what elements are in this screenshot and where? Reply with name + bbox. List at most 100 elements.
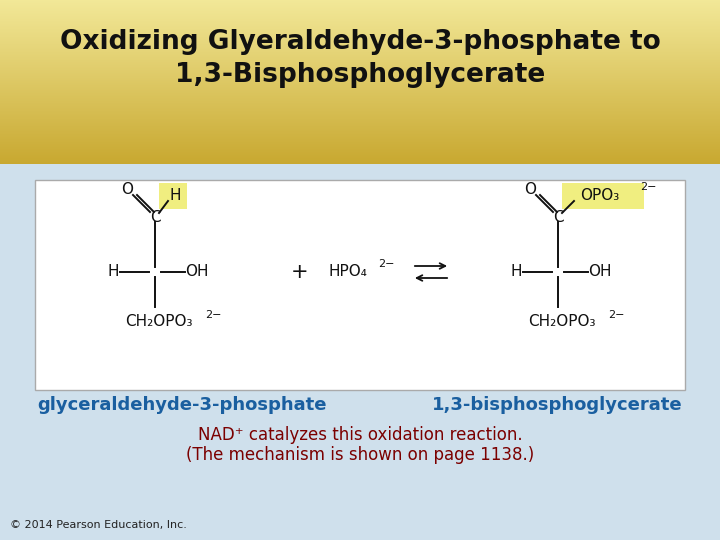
Bar bbox=[0, 103, 720, 104]
Bar bbox=[159, 183, 187, 209]
Bar bbox=[0, 82, 720, 83]
Bar bbox=[0, 130, 720, 131]
Bar bbox=[0, 55, 720, 56]
Bar bbox=[0, 28, 720, 29]
Bar bbox=[0, 89, 720, 90]
Bar bbox=[0, 2, 720, 3]
Bar bbox=[0, 150, 720, 151]
Bar bbox=[0, 90, 720, 91]
Bar bbox=[0, 13, 720, 14]
Bar bbox=[0, 152, 720, 153]
Text: 1,3-Bisphosphoglycerate: 1,3-Bisphosphoglycerate bbox=[175, 62, 545, 88]
Bar bbox=[0, 8, 720, 9]
Bar bbox=[0, 139, 720, 140]
Text: C: C bbox=[553, 210, 563, 225]
Bar bbox=[0, 48, 720, 49]
Bar bbox=[0, 132, 720, 133]
Bar bbox=[0, 49, 720, 50]
Bar bbox=[0, 44, 720, 45]
Bar bbox=[0, 140, 720, 141]
Text: O: O bbox=[524, 181, 536, 197]
Text: OH: OH bbox=[588, 265, 612, 280]
Text: CH₂OPO₃: CH₂OPO₃ bbox=[528, 314, 595, 329]
Bar bbox=[0, 36, 720, 37]
Text: Oxidizing Glyeraldehyde-3-phosphate to: Oxidizing Glyeraldehyde-3-phosphate to bbox=[60, 29, 660, 55]
Bar bbox=[0, 156, 720, 157]
Bar bbox=[0, 78, 720, 79]
Bar bbox=[0, 109, 720, 110]
Bar bbox=[0, 22, 720, 23]
Bar bbox=[0, 121, 720, 122]
Bar bbox=[0, 94, 720, 95]
Bar bbox=[0, 122, 720, 123]
Bar bbox=[0, 29, 720, 30]
Bar bbox=[0, 39, 720, 40]
Text: glyceraldehyde-3-phosphate: glyceraldehyde-3-phosphate bbox=[37, 396, 326, 414]
Bar bbox=[0, 9, 720, 10]
Bar bbox=[0, 58, 720, 59]
Bar bbox=[0, 136, 720, 137]
Bar bbox=[0, 60, 720, 61]
Bar bbox=[0, 84, 720, 85]
Text: 2−: 2− bbox=[608, 310, 624, 320]
Bar bbox=[0, 64, 720, 65]
Bar bbox=[0, 73, 720, 74]
Bar bbox=[0, 45, 720, 46]
Bar bbox=[0, 66, 720, 67]
Bar bbox=[0, 102, 720, 103]
Text: +: + bbox=[291, 262, 309, 282]
Bar bbox=[0, 16, 720, 17]
Bar bbox=[0, 92, 720, 93]
Text: 2−: 2− bbox=[205, 310, 222, 320]
Bar bbox=[0, 33, 720, 34]
Text: CH₂OPO₃: CH₂OPO₃ bbox=[125, 314, 193, 329]
Bar bbox=[0, 148, 720, 149]
Bar bbox=[0, 65, 720, 66]
Text: (The mechanism is shown on page 1138.): (The mechanism is shown on page 1138.) bbox=[186, 446, 534, 464]
Bar bbox=[0, 159, 720, 160]
Bar bbox=[0, 56, 720, 57]
Bar bbox=[0, 119, 720, 120]
Bar bbox=[0, 69, 720, 70]
Bar bbox=[0, 160, 720, 161]
Bar bbox=[0, 35, 720, 36]
Bar bbox=[0, 100, 720, 101]
Bar bbox=[0, 50, 720, 51]
Bar bbox=[0, 155, 720, 156]
Bar bbox=[0, 96, 720, 97]
Bar bbox=[0, 117, 720, 118]
Text: 1,3-bisphosphoglycerate: 1,3-bisphosphoglycerate bbox=[433, 396, 683, 414]
Bar bbox=[0, 142, 720, 143]
Bar bbox=[0, 131, 720, 132]
Bar bbox=[0, 42, 720, 43]
Bar bbox=[0, 18, 720, 19]
Bar bbox=[0, 52, 720, 53]
Bar bbox=[0, 111, 720, 112]
Bar bbox=[0, 125, 720, 126]
Bar bbox=[0, 161, 720, 162]
Bar bbox=[0, 126, 720, 127]
Bar bbox=[0, 147, 720, 148]
Bar bbox=[0, 53, 720, 54]
Bar bbox=[0, 32, 720, 33]
Bar bbox=[0, 76, 720, 77]
Bar bbox=[0, 98, 720, 99]
Bar bbox=[0, 57, 720, 58]
Bar bbox=[0, 79, 720, 80]
Bar bbox=[0, 163, 720, 164]
Bar bbox=[0, 40, 720, 41]
Bar bbox=[0, 146, 720, 147]
Bar bbox=[0, 81, 720, 82]
Bar bbox=[0, 153, 720, 154]
Bar bbox=[0, 137, 720, 138]
Bar bbox=[0, 134, 720, 135]
Bar bbox=[0, 61, 720, 62]
Bar bbox=[0, 129, 720, 130]
Bar bbox=[0, 114, 720, 115]
Bar bbox=[0, 74, 720, 75]
Bar bbox=[0, 108, 720, 109]
Bar bbox=[0, 14, 720, 15]
Bar bbox=[0, 62, 720, 63]
Bar bbox=[0, 6, 720, 7]
Bar bbox=[0, 38, 720, 39]
